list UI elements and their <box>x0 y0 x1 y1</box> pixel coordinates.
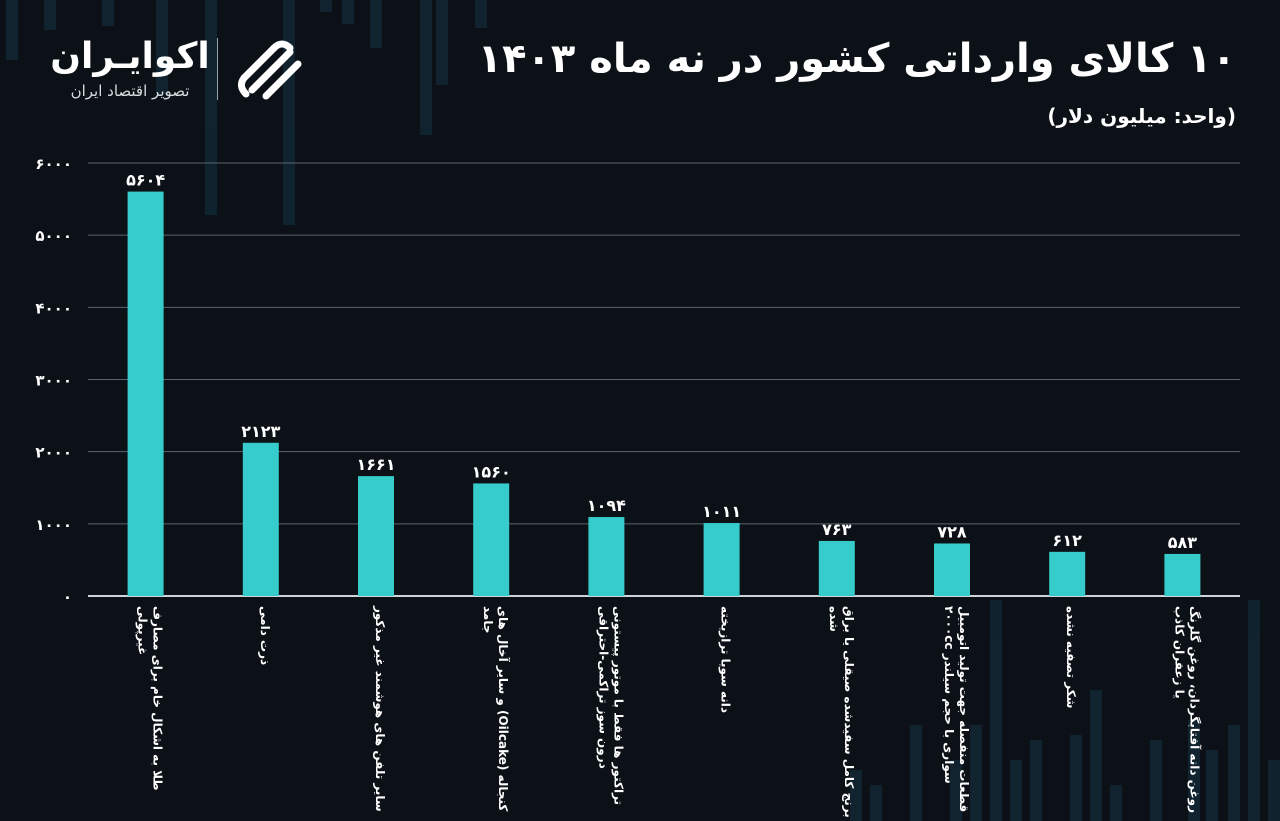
bar <box>703 523 740 596</box>
data-label: ۱۰۱۱ <box>702 502 741 521</box>
logo-name: اکوایـران <box>50 36 210 77</box>
category-label-line: قطعات منفصله جهت تولید اتومبیل <box>956 606 971 812</box>
y-tick-label: ۳۰۰۰ <box>35 372 72 390</box>
y-tick-label: ۴۰۰۰ <box>35 299 72 317</box>
data-label: ۲۱۲۳ <box>241 422 280 441</box>
bar <box>934 543 970 596</box>
category-label-line: برنج کامل سفیدشده صیقلی یا براق <box>842 606 856 818</box>
bar <box>473 483 510 596</box>
category-label: تراکتور ها فقط با موتور پیستونیدرون سوز … <box>595 606 625 805</box>
bar <box>1164 553 1201 596</box>
category-label-line: طلا به اشکال خام برای مصارف <box>150 606 165 791</box>
category-label-line: ذرت دامی <box>258 606 272 665</box>
category-label-line: دانه سویا ترازیخته <box>718 606 733 713</box>
data-label: ۵۶۰۴ <box>126 171 165 190</box>
category-label: قطعات منفصله جهت تولید اتومبیلسواری با ح… <box>941 606 971 812</box>
category-label-line: جامد <box>481 606 495 634</box>
data-label: ۱۵۶۰ <box>472 462 511 481</box>
category-label: طلا به اشکال خام برای مصارفغیرپولی <box>135 606 165 791</box>
bar <box>1049 551 1086 596</box>
data-label: ۱۶۶۱ <box>356 455 395 474</box>
category-label-line: شده <box>827 606 841 632</box>
category-label-line: سواری با حجم سیلندر ۲۰۰۰cc <box>941 606 956 784</box>
category-label: دانه سویا ترازیخته <box>718 606 733 713</box>
y-tick-label: ۰ <box>63 588 72 606</box>
chart-subtitle: (واحد: میلیون دلار) <box>1047 104 1236 128</box>
data-label: ۶۱۲ <box>1053 531 1083 550</box>
category-label: شکر تصفیه نشده <box>1064 606 1078 708</box>
bar <box>358 476 394 596</box>
category-label-line: درون سوز تراکمی-احتراقی <box>595 606 610 769</box>
category-label: سایر تلفن های هوشمند غیر مذکور <box>372 605 387 812</box>
bar <box>127 191 164 596</box>
category-label-line: تراکتور ها فقط با موتور پیستونی <box>610 606 625 805</box>
category-label-line: روغن دانه آفتابگردان، روغن گلرنگ <box>1186 606 1202 813</box>
category-label-line: یا زعفران کاذب <box>1172 606 1186 699</box>
y-tick-label: ۱۰۰۰ <box>35 516 72 534</box>
y-tick-label: ۲۰۰۰ <box>35 444 72 462</box>
data-label: ۷۲۸ <box>937 522 967 541</box>
bar <box>588 517 625 596</box>
ecoiran-swirl-icon <box>237 40 302 100</box>
y-tick-label: ۶۰۰۰ <box>35 155 72 173</box>
bar <box>818 540 855 596</box>
y-tick-label: ۵۰۰۰ <box>35 227 72 245</box>
chart-title: ۱۰ کالای وارداتی کشور در نه ماه ۱۴۰۳ <box>477 36 1236 82</box>
logo-divider <box>217 38 218 100</box>
brand-logo: اکوایـران تصویر اقتصاد ایران <box>50 30 320 110</box>
data-label: ۷۶۳ <box>822 520 852 539</box>
bar <box>242 442 279 596</box>
category-label: ذرت دامی <box>258 606 272 665</box>
data-label: ۱۰۹۴ <box>587 496 626 515</box>
category-label: کنجاله (Oilcake) و سایر آخال هایجامد <box>481 606 511 811</box>
category-label: برنج کامل سفیدشده صیقلی یا براقشده <box>827 606 856 818</box>
category-label-line: کنجاله (Oilcake) و سایر آخال های <box>495 606 511 811</box>
category-label-line: سایر تلفن های هوشمند غیر مذکور <box>372 605 387 812</box>
category-label-line: غیرپولی <box>135 606 150 655</box>
logo-tagline: تصویر اقتصاد ایران <box>70 82 190 100</box>
category-label: روغن دانه آفتابگردان، روغن گلرنگیا زعفرا… <box>1172 606 1202 813</box>
category-label-line: شکر تصفیه نشده <box>1064 606 1078 708</box>
data-label: ۵۸۳ <box>1168 533 1198 552</box>
